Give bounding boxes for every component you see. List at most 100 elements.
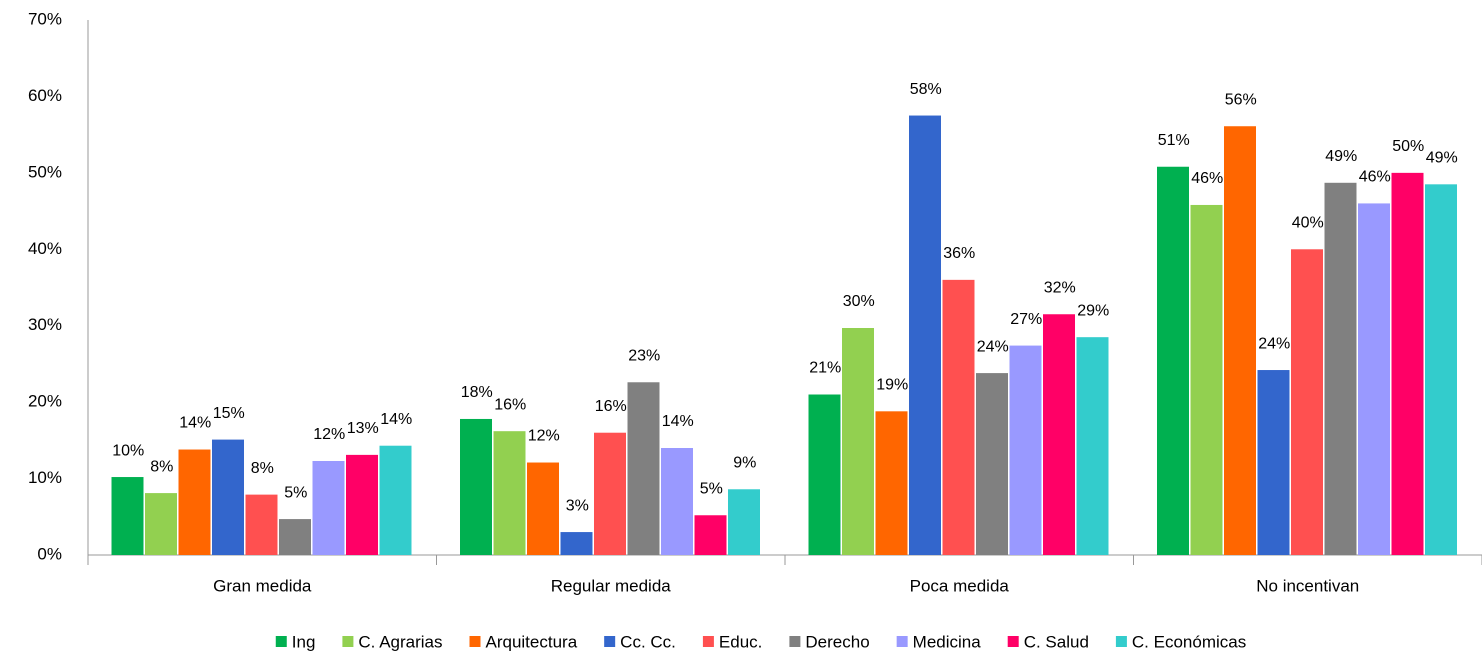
bar bbox=[875, 411, 908, 555]
value-label: 32% bbox=[1044, 279, 1076, 296]
bar bbox=[493, 431, 526, 555]
legend-label: C. Salud bbox=[1024, 632, 1089, 651]
value-label: 8% bbox=[150, 458, 173, 475]
x-tick-label: No incentivan bbox=[1256, 576, 1359, 595]
bar bbox=[111, 477, 144, 555]
legend-label: Derecho bbox=[805, 632, 869, 651]
bar bbox=[1391, 172, 1424, 555]
value-label: 8% bbox=[251, 460, 274, 477]
y-tick-label: 30% bbox=[28, 315, 62, 334]
value-label: 15% bbox=[213, 405, 245, 422]
value-label: 36% bbox=[943, 245, 975, 262]
bar bbox=[560, 532, 593, 555]
legend-swatch bbox=[1007, 636, 1019, 647]
bar bbox=[1291, 249, 1323, 556]
bar bbox=[594, 432, 626, 555]
y-tick-label: 0% bbox=[37, 544, 62, 563]
y-tick-label: 60% bbox=[28, 86, 62, 105]
value-label: 5% bbox=[700, 480, 723, 497]
legend-label: Educ. bbox=[719, 632, 762, 651]
y-tick-label: 40% bbox=[28, 239, 62, 258]
value-label: 3% bbox=[566, 497, 589, 514]
legend-label: C. Económicas bbox=[1132, 632, 1246, 651]
value-label: 21% bbox=[809, 360, 841, 377]
value-label: 14% bbox=[662, 413, 694, 430]
bar bbox=[842, 328, 874, 555]
bar bbox=[942, 279, 975, 555]
x-tick-label: Regular medida bbox=[551, 576, 672, 595]
bar bbox=[627, 382, 660, 555]
bar bbox=[312, 460, 345, 555]
legend-swatch bbox=[789, 636, 801, 647]
legend: Ing C. Agrarias Arquitectura Cc. Cc. Educ. De… bbox=[275, 632, 1246, 651]
y-tick-label: 50% bbox=[28, 162, 62, 181]
legend-swatch bbox=[604, 636, 616, 647]
bar bbox=[1425, 184, 1457, 556]
value-label: 24% bbox=[977, 338, 1009, 355]
legend-swatch bbox=[896, 636, 908, 647]
value-label: 16% bbox=[595, 398, 627, 415]
value-label: 12% bbox=[528, 428, 560, 445]
bar bbox=[379, 445, 412, 555]
bar bbox=[976, 373, 1008, 555]
y-tick-label: 70% bbox=[28, 9, 62, 28]
legend-label: Ing bbox=[292, 632, 316, 651]
legend-label: C. Agrarias bbox=[358, 632, 442, 651]
legend-swatch bbox=[275, 636, 287, 647]
value-label: 46% bbox=[1191, 170, 1223, 187]
y-tick-label: 10% bbox=[28, 468, 62, 487]
bar bbox=[527, 462, 559, 555]
bar bbox=[1076, 337, 1109, 555]
value-label: 23% bbox=[628, 347, 660, 364]
value-label: 56% bbox=[1225, 91, 1257, 108]
legend-swatch bbox=[702, 636, 714, 647]
bar bbox=[1157, 166, 1189, 555]
value-label: 27% bbox=[1010, 311, 1042, 328]
legend-label: Arquitectura bbox=[486, 632, 578, 651]
value-label: 40% bbox=[1292, 215, 1324, 232]
value-label: 14% bbox=[179, 415, 211, 432]
bar bbox=[1358, 203, 1390, 555]
value-label: 49% bbox=[1426, 150, 1458, 167]
bar bbox=[728, 489, 760, 555]
legend-swatch bbox=[342, 636, 354, 647]
value-label: 5% bbox=[284, 484, 307, 501]
bar bbox=[145, 493, 177, 555]
y-tick-label: 20% bbox=[28, 392, 62, 411]
value-label: 13% bbox=[347, 420, 379, 437]
bar bbox=[245, 494, 278, 555]
value-label: 24% bbox=[1258, 335, 1290, 352]
value-label: 49% bbox=[1325, 148, 1357, 165]
bar bbox=[178, 449, 211, 555]
value-label: 19% bbox=[876, 377, 908, 394]
value-label: 14% bbox=[380, 411, 412, 428]
legend-label: Cc. Cc. bbox=[620, 632, 676, 651]
bar bbox=[1257, 370, 1290, 555]
legend-swatch bbox=[469, 636, 481, 647]
value-label: 51% bbox=[1158, 132, 1190, 149]
value-label: 18% bbox=[461, 384, 493, 401]
value-label: 16% bbox=[494, 396, 526, 413]
bar bbox=[1009, 345, 1042, 555]
bar bbox=[279, 519, 311, 555]
value-label: 29% bbox=[1077, 302, 1109, 319]
value-label: 58% bbox=[910, 81, 942, 98]
value-label: 12% bbox=[313, 426, 345, 443]
bar bbox=[661, 448, 693, 555]
bar bbox=[346, 454, 378, 555]
bar bbox=[909, 115, 941, 556]
value-label: 9% bbox=[733, 454, 756, 471]
value-label: 10% bbox=[112, 442, 144, 459]
x-tick-label: Gran medida bbox=[213, 576, 312, 595]
value-label: 50% bbox=[1392, 138, 1424, 155]
legend-label: Medicina bbox=[913, 632, 982, 651]
legend-swatch bbox=[1115, 636, 1127, 647]
bar bbox=[808, 394, 841, 555]
x-tick-label: Poca medida bbox=[910, 576, 1010, 595]
value-label: 30% bbox=[843, 293, 875, 310]
bar bbox=[1043, 314, 1075, 555]
bar bbox=[1324, 182, 1357, 556]
bar bbox=[212, 439, 244, 555]
